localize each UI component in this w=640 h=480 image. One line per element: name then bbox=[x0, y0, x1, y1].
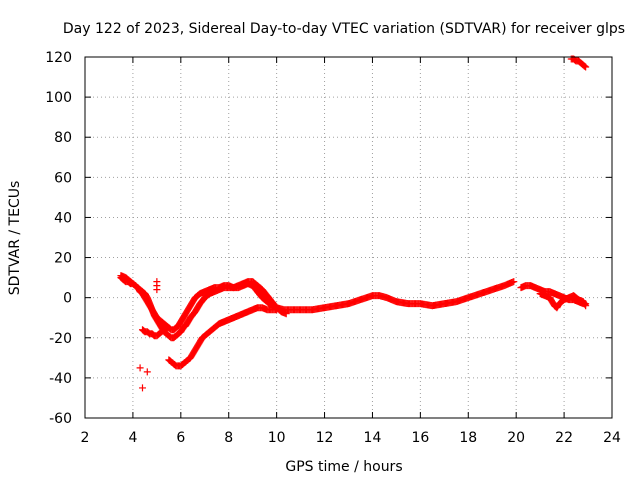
x-tick-label: 4 bbox=[128, 430, 137, 446]
x-tick-label: 16 bbox=[411, 430, 429, 446]
data-point bbox=[580, 62, 588, 70]
data-point bbox=[153, 286, 161, 294]
data-point bbox=[582, 63, 590, 71]
x-tick-label: 22 bbox=[555, 430, 573, 446]
y-tick-label: 0 bbox=[63, 291, 72, 307]
axis-ticks: 2 4 6 8 10 12 14 16 18 20 22 24-60-40-2002040608010… bbox=[45, 50, 621, 446]
y-tick-label: 120 bbox=[45, 50, 72, 66]
y-tick-label: -20 bbox=[49, 331, 72, 347]
x-tick-label: 10 bbox=[268, 430, 286, 446]
x-tick-label: 20 bbox=[507, 430, 525, 446]
chart-title: Day 122 of 2023, Sidereal Day-to-day VTE… bbox=[63, 21, 625, 37]
y-tick-label: 60 bbox=[54, 170, 72, 186]
data-point bbox=[510, 278, 518, 286]
data-point bbox=[581, 62, 589, 70]
data-point bbox=[136, 364, 144, 372]
plot-frame bbox=[84, 56, 613, 419]
x-tick-label: 14 bbox=[364, 430, 382, 446]
data-point bbox=[165, 324, 173, 332]
grid-lines bbox=[85, 57, 612, 418]
data-points bbox=[117, 55, 590, 392]
y-tick-label: -60 bbox=[49, 411, 72, 427]
y-tick-label: 100 bbox=[45, 90, 72, 106]
data-point bbox=[282, 310, 290, 318]
x-tick-label: 12 bbox=[316, 430, 334, 446]
x-tick-label: 8 bbox=[224, 430, 233, 446]
x-tick-label: 2 bbox=[81, 430, 90, 446]
y-tick-label: -40 bbox=[49, 371, 72, 387]
x-axis-label: GPS time / hours bbox=[285, 459, 402, 475]
y-tick-label: 80 bbox=[54, 130, 72, 146]
y-tick-label: 40 bbox=[54, 210, 72, 226]
data-point bbox=[273, 306, 281, 314]
x-tick-label: 6 bbox=[176, 430, 185, 446]
y-axis-label: SDTVAR / TECUs bbox=[7, 181, 23, 296]
data-point bbox=[143, 368, 151, 376]
x-tick-label: 18 bbox=[459, 430, 477, 446]
x-tick-label: 24 bbox=[603, 430, 621, 446]
data-point bbox=[582, 302, 590, 310]
y-tick-label: 20 bbox=[54, 251, 72, 267]
data-point bbox=[138, 384, 146, 392]
